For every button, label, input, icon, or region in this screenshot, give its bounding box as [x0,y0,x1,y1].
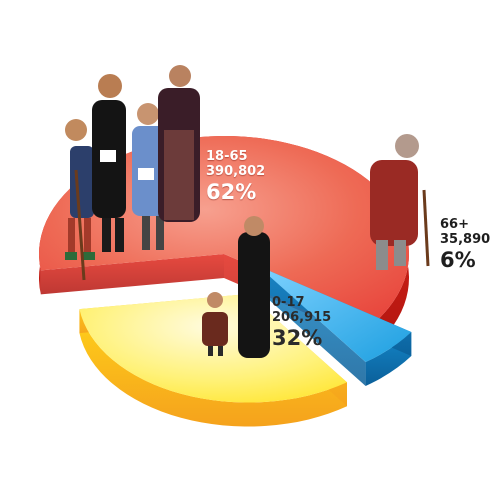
pie-slice-0-17 [79,294,347,427]
percent-label: 32% [272,325,323,350]
label-0-17: 0-17 206,915 32% [272,295,332,350]
child-figures-illustration [202,216,270,358]
pie-slice-66-plus [258,266,412,386]
senior-figure-illustration [370,134,430,270]
slice-wall [258,266,366,386]
category-label: 0-17 [272,295,305,310]
slice-top [258,266,412,362]
value-label: 35,890 [440,231,491,247]
value-label: 390,802 [206,163,266,179]
slice-side [79,309,347,427]
label-66-plus: 66+ 35,890 6% [440,217,491,272]
label-18-65: 18-65 390,802 62% [206,149,266,204]
category-label: 66+ [440,217,469,232]
category-label: 18-65 [206,149,248,164]
slice-top [79,294,347,403]
percent-label: 6% [440,247,476,272]
percent-label: 62% [206,179,257,204]
value-label: 206,915 [272,309,332,325]
slice-wall [40,254,224,295]
adult-figures-illustration [65,65,200,281]
slice-top [39,136,410,321]
